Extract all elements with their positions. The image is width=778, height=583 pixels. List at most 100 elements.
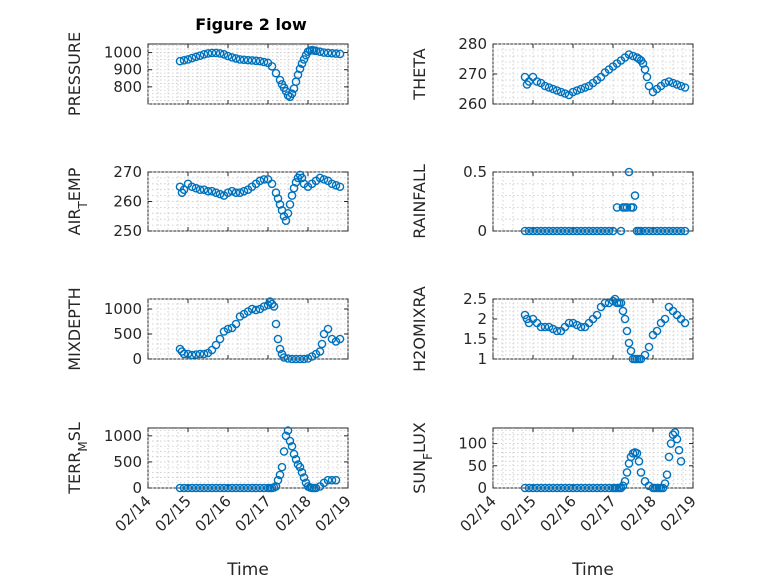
data-point	[622, 468, 632, 477]
data-point	[658, 483, 668, 493]
data-point	[259, 175, 269, 184]
data-point	[247, 56, 257, 65]
data-point	[632, 449, 642, 458]
data-point	[231, 319, 241, 329]
data-point	[297, 173, 307, 183]
data-point	[630, 191, 640, 200]
data-point	[596, 483, 606, 493]
data-point	[283, 208, 293, 218]
data-point	[616, 483, 626, 493]
data-point	[592, 226, 602, 236]
data-point	[219, 49, 229, 59]
axes-box	[147, 427, 349, 489]
data-point	[620, 477, 630, 486]
data-point	[536, 226, 546, 236]
data-point	[664, 452, 674, 462]
y-tick-label: 250	[113, 222, 142, 240]
data-point	[203, 49, 213, 58]
y-tick-label: 50	[468, 457, 487, 475]
data-point	[680, 83, 690, 92]
data-point	[588, 483, 598, 493]
data-point	[636, 226, 646, 236]
data-point	[644, 342, 654, 352]
data-point	[556, 226, 566, 236]
y-tick-label: 500	[113, 325, 142, 343]
data-point	[187, 53, 197, 63]
y-tick-label: 1000	[104, 427, 142, 445]
data-point	[568, 87, 578, 97]
y-tick-label: 280	[458, 35, 487, 53]
data-point	[315, 347, 325, 356]
data-point	[560, 483, 570, 493]
data-point	[616, 226, 626, 236]
data-point	[299, 354, 309, 364]
data-point	[664, 226, 674, 236]
data-point	[560, 89, 570, 98]
y-axis-label: PRESSURE	[65, 32, 84, 116]
data-point	[616, 298, 626, 308]
data-point	[626, 346, 636, 356]
data-point	[315, 47, 325, 57]
data-point	[628, 203, 638, 212]
data-point	[624, 167, 634, 177]
y-tick-label: 1000	[104, 300, 142, 318]
data-point	[283, 426, 293, 435]
data-point	[251, 305, 261, 315]
data-point	[223, 483, 233, 493]
data-point	[540, 322, 550, 332]
data-point	[199, 483, 209, 493]
data-point	[668, 226, 678, 236]
data-point	[644, 226, 654, 236]
data-point	[576, 483, 586, 493]
data-point	[323, 324, 333, 334]
data-point	[528, 483, 538, 493]
data-point	[273, 194, 283, 203]
data-point	[331, 180, 341, 190]
data-point	[620, 314, 630, 324]
data-point	[239, 483, 249, 493]
data-point	[323, 475, 333, 485]
data-point	[179, 185, 189, 194]
data-point	[524, 226, 534, 236]
y-tick-label: 0	[132, 479, 142, 497]
data-point	[548, 483, 558, 493]
data-point	[580, 226, 590, 236]
data-point	[548, 324, 558, 334]
data-point	[235, 55, 245, 64]
data-point	[674, 445, 684, 455]
data-point	[544, 83, 554, 92]
data-point	[277, 462, 287, 472]
data-point	[622, 203, 632, 212]
data-point	[335, 49, 345, 59]
data-point	[556, 87, 566, 97]
data-point	[223, 324, 233, 334]
data-point	[191, 183, 201, 193]
data-point	[652, 226, 662, 236]
data-point	[676, 81, 686, 91]
data-point	[676, 457, 686, 466]
data-point	[289, 183, 299, 193]
data-point	[269, 302, 279, 311]
data-point	[552, 483, 562, 493]
data-point	[291, 354, 301, 364]
data-point	[215, 49, 225, 58]
data-point	[540, 226, 550, 236]
y-axis-label: RAINFALL	[410, 164, 429, 239]
data-point	[520, 310, 530, 320]
data-point	[239, 55, 249, 65]
data-point	[540, 81, 550, 91]
data-point	[215, 189, 225, 199]
data-point	[676, 226, 686, 236]
data-point	[211, 340, 221, 350]
data-point	[319, 175, 329, 184]
y-axis-label: AIRTEMP	[65, 167, 90, 235]
data-point	[275, 470, 285, 480]
data-point	[580, 483, 590, 493]
data-point	[275, 344, 285, 354]
data-point	[317, 339, 327, 349]
data-point	[267, 299, 277, 309]
data-point	[259, 57, 269, 67]
y-tick-label: 500	[113, 453, 142, 471]
data-point	[287, 89, 297, 99]
data-point	[588, 226, 598, 236]
